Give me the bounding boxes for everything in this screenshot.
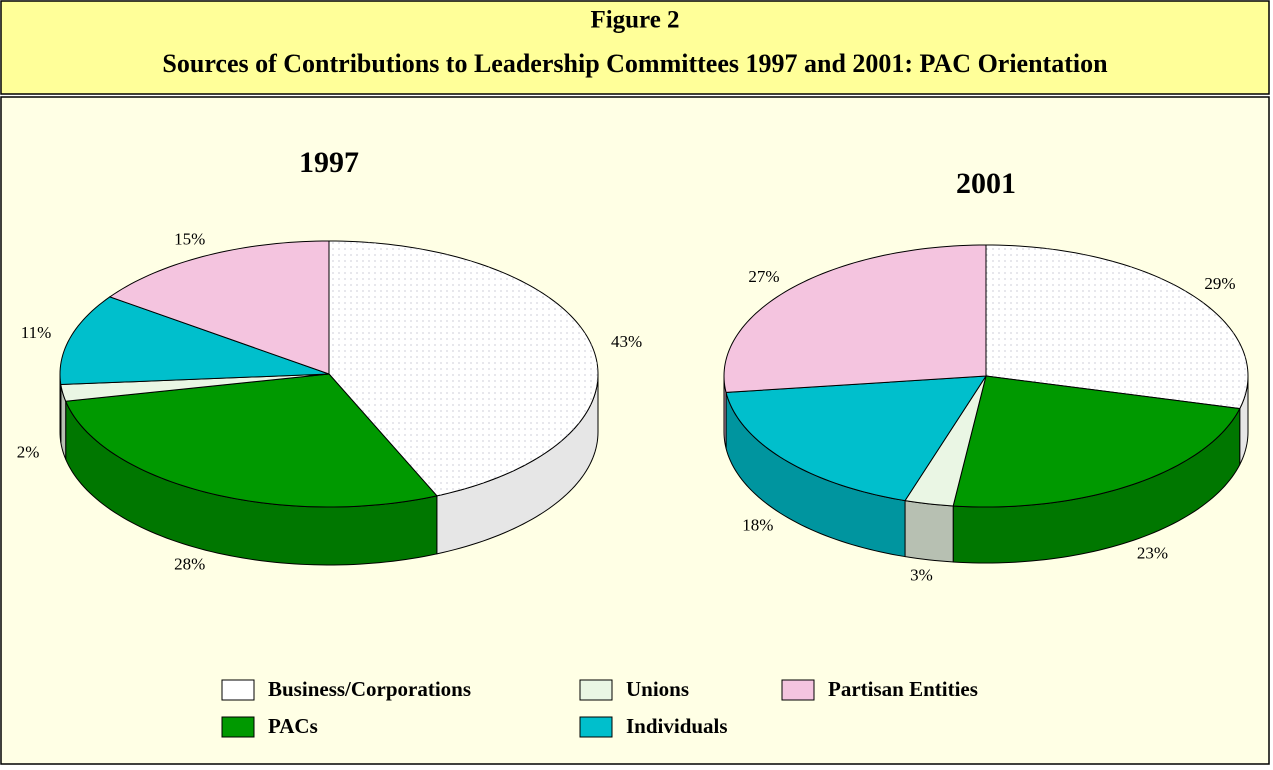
legend-label: Partisan Entities xyxy=(828,677,978,701)
value-label: 15% xyxy=(174,229,205,248)
figure-subtitle: Sources of Contributions to Leadership C… xyxy=(162,49,1108,78)
slice-texture xyxy=(329,241,598,496)
title-box xyxy=(0,0,1270,95)
legend-label: Individuals xyxy=(626,714,728,738)
value-label: 3% xyxy=(910,565,933,584)
legend-label: Unions xyxy=(626,677,689,701)
pie-slice xyxy=(59,296,330,386)
legend-swatch xyxy=(781,679,815,701)
value-label: 43% xyxy=(611,332,642,351)
legend-swatch xyxy=(221,679,255,701)
pie-slice xyxy=(952,375,1241,508)
slice-texture xyxy=(986,245,1248,409)
pie-slice xyxy=(64,373,438,508)
pie-slice xyxy=(723,244,987,393)
pie-title: 1997 xyxy=(299,146,359,179)
value-label: 2% xyxy=(17,442,40,461)
pie-slice xyxy=(60,373,330,402)
legend-swatch xyxy=(579,716,613,738)
value-label: 18% xyxy=(742,515,773,534)
value-label: 27% xyxy=(748,267,779,286)
value-label: 28% xyxy=(174,554,205,573)
pie-slice xyxy=(108,240,330,375)
pie-side xyxy=(904,500,954,563)
value-label: 11% xyxy=(21,323,52,342)
value-label: 29% xyxy=(1204,274,1235,293)
pie-slice xyxy=(725,375,987,502)
pie-title: 2001 xyxy=(956,167,1016,200)
legend-swatch xyxy=(579,679,613,701)
legend-label: PACs xyxy=(268,714,318,738)
legend-swatch xyxy=(221,716,255,738)
figure-title: Figure 2 xyxy=(590,7,679,34)
pie-slice xyxy=(904,375,987,507)
legend-label: Business/Corporations xyxy=(268,677,471,701)
value-label: 23% xyxy=(1137,543,1168,562)
